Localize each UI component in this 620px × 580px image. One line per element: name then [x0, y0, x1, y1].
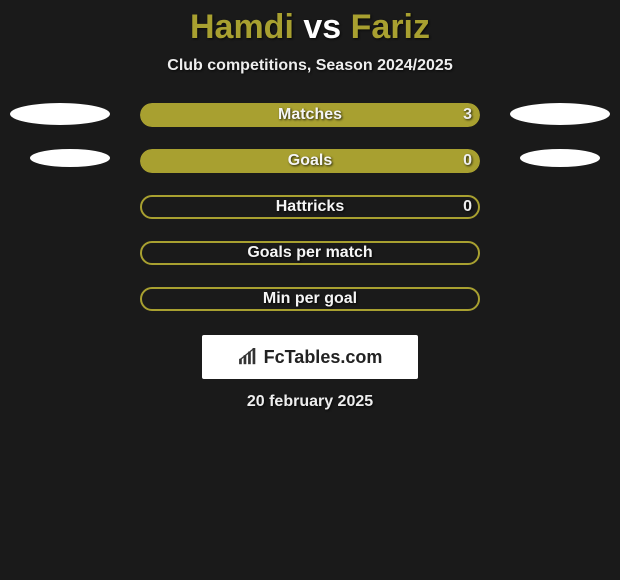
- stat-value-right: 0: [463, 198, 472, 216]
- player1-name: Hamdi: [190, 8, 294, 46]
- stat-label: Goals per match: [247, 244, 372, 262]
- comparison-infographic: Hamdi vs Fariz Club competitions, Season…: [0, 0, 620, 411]
- stat-row: Hattricks 0: [0, 195, 620, 219]
- stat-rows: Matches 3 Goals 0 Hattricks 0 Goals per match M…: [0, 103, 620, 311]
- player2-name: Fariz: [351, 8, 430, 46]
- stat-value-right: 0: [463, 152, 472, 170]
- stat-row: Matches 3: [0, 103, 620, 127]
- stat-bar: Min per goal: [140, 287, 480, 311]
- stat-label: Goals: [288, 152, 332, 170]
- stat-label: Hattricks: [276, 198, 344, 216]
- stat-row: Goals per match: [0, 241, 620, 265]
- stat-bar: Goals per match: [140, 241, 480, 265]
- subtitle: Club competitions, Season 2024/2025: [0, 57, 620, 75]
- stat-label: Matches: [278, 106, 342, 124]
- date-text: 20 february 2025: [0, 393, 620, 411]
- stat-row: Min per goal: [0, 287, 620, 311]
- stat-bar: Matches: [140, 103, 480, 127]
- stat-bar: Hattricks: [140, 195, 480, 219]
- title: Hamdi vs Fariz: [0, 8, 620, 47]
- stat-row: Goals 0: [0, 149, 620, 173]
- stat-value-right: 3: [463, 106, 472, 124]
- logo-chart-icon: [238, 348, 260, 366]
- vs-text: vs: [303, 8, 341, 46]
- stat-label: Min per goal: [263, 290, 357, 308]
- logo-box: FcTables.com: [202, 335, 418, 379]
- stat-bar: Goals: [140, 149, 480, 173]
- logo-text: FcTables.com: [264, 347, 383, 368]
